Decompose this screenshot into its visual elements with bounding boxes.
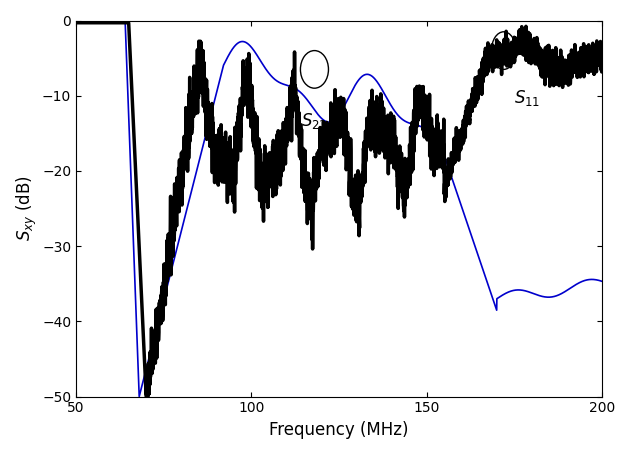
Y-axis label: $S_{xy}$ (dB): $S_{xy}$ (dB) bbox=[15, 176, 39, 242]
X-axis label: Frequency (MHz): Frequency (MHz) bbox=[269, 421, 409, 439]
Text: $S_{11}$: $S_{11}$ bbox=[514, 88, 541, 108]
Text: $S_{21}$: $S_{21}$ bbox=[301, 111, 328, 131]
